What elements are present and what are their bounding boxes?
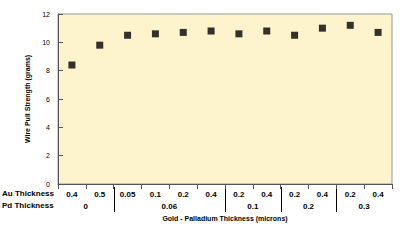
svg-text:4: 4 <box>46 124 50 131</box>
svg-text:0.06: 0.06 <box>162 202 178 211</box>
svg-text:6: 6 <box>46 96 50 103</box>
svg-text:0.4: 0.4 <box>261 190 273 199</box>
svg-text:0.2: 0.2 <box>345 190 357 199</box>
svg-text:0.4: 0.4 <box>206 190 218 199</box>
svg-text:0.1: 0.1 <box>150 190 162 199</box>
svg-text:0.3: 0.3 <box>359 202 371 211</box>
svg-text:Wire Pull Strength (grams): Wire Pull Strength (grams) <box>24 55 32 143</box>
svg-text:0: 0 <box>84 202 89 211</box>
svg-text:0.2: 0.2 <box>303 202 315 211</box>
svg-text:Gold - Palladium Thickness (mi: Gold - Palladium Thickness (microns) <box>162 215 287 223</box>
svg-text:0.1: 0.1 <box>247 202 259 211</box>
svg-text:0.4: 0.4 <box>66 190 78 199</box>
svg-text:0.2: 0.2 <box>233 190 245 199</box>
svg-text:Pd Thickness: Pd Thickness <box>2 201 54 210</box>
svg-text:2: 2 <box>46 152 50 159</box>
svg-text:0.4: 0.4 <box>317 190 329 199</box>
svg-text:10: 10 <box>42 39 50 46</box>
svg-text:12: 12 <box>42 11 50 18</box>
svg-text:0.5: 0.5 <box>94 190 106 199</box>
svg-text:8: 8 <box>46 67 50 74</box>
svg-text:0.2: 0.2 <box>178 190 190 199</box>
svg-text:0.05: 0.05 <box>120 190 136 199</box>
svg-text:0.2: 0.2 <box>289 190 301 199</box>
svg-text:0: 0 <box>46 181 50 188</box>
svg-text:0.4: 0.4 <box>373 190 385 199</box>
svg-text:Au Thickness: Au Thickness <box>2 189 55 198</box>
